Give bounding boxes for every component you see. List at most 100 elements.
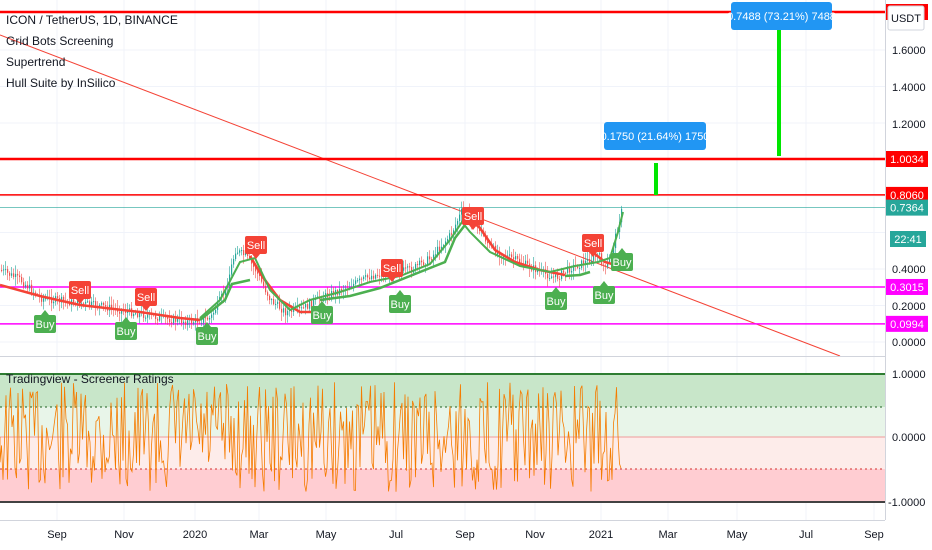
sell-signal: Sell (245, 236, 267, 259)
candle-body (207, 317, 209, 320)
candle-body (307, 304, 309, 309)
sell-signal: Sell (69, 281, 91, 304)
candle-body (565, 272, 567, 274)
candle-body (525, 260, 527, 265)
candle-body (365, 275, 367, 277)
candle-body (579, 267, 581, 269)
candle-body (563, 270, 565, 273)
candle-body (589, 259, 591, 264)
candle-body (407, 266, 409, 268)
candle-body (301, 307, 303, 309)
price-axis[interactable]: 1.6000 1.4000 1.2000 0.4000 0.2000 0.000… (885, 0, 932, 520)
signal-label: Sell (383, 263, 401, 275)
candle-body (143, 312, 145, 318)
candle-body (277, 301, 279, 304)
sell-signal: Sell (582, 234, 604, 257)
osc-upper-mid-zone (0, 407, 885, 437)
candle-body (547, 273, 549, 279)
price-level-label: 0.8060 (890, 190, 924, 202)
candle-body (361, 278, 363, 280)
candle-body (211, 314, 213, 318)
candle-body (379, 275, 381, 277)
candle-body (173, 316, 175, 324)
currency-label-box[interactable] (887, 5, 925, 31)
candle-body (417, 263, 419, 265)
indicator-name[interactable]: Supertrend (6, 55, 65, 69)
annotation-large[interactable]: 0.7488 (73.21%) 7488 (727, 2, 836, 30)
signals: Buy Sell Buy Sell Buy Sell Buy Sell Buy Sell Buy Se… (34, 207, 633, 345)
candle-body (439, 246, 441, 252)
signal-label: Buy (391, 299, 410, 311)
candle-body (263, 281, 265, 286)
candle-body (95, 301, 97, 308)
candle-body (185, 321, 187, 326)
candle-body (517, 256, 519, 259)
candle-body (583, 260, 585, 265)
candle-body (511, 254, 513, 258)
osc-title[interactable]: Tradingview - Screener Ratings (6, 372, 174, 386)
candle-body (437, 246, 439, 255)
candle-body (513, 257, 515, 260)
buy-signal: Buy (34, 310, 56, 333)
candle-body (3, 269, 5, 271)
candle-body (415, 263, 417, 271)
candle-body (279, 301, 281, 309)
candle-body (85, 301, 87, 304)
candle-body (537, 270, 539, 273)
indicator-name[interactable]: Grid Bots Screening (6, 34, 113, 48)
projection-bar-small[interactable] (654, 163, 658, 195)
candle-body (159, 315, 161, 321)
candle-body (377, 274, 379, 276)
candle-body (409, 266, 411, 268)
candle-body (429, 256, 431, 260)
indicator-name[interactable]: Hull Suite by InSilico (6, 76, 116, 90)
candle-body (53, 301, 55, 304)
annotation-large-text: 0.7488 (73.21%) 7488 (727, 11, 836, 23)
candle-body (299, 306, 301, 309)
annotation-small[interactable]: 0.1750 (21.64%) 1750 (601, 122, 710, 150)
candle-body (139, 312, 141, 318)
candle-body (421, 260, 423, 263)
candle-body (191, 318, 193, 324)
candle-body (1, 270, 3, 271)
candle-body (443, 245, 445, 247)
countdown-badge (890, 231, 926, 247)
candle-body (355, 280, 357, 284)
candle-body (147, 314, 149, 318)
signal-label: Sell (464, 211, 482, 223)
candle-body (283, 308, 285, 313)
candle-body (261, 276, 263, 282)
symbol-title: ICON / TetherUS, 1D, BINANCE (6, 13, 178, 27)
candle-body (485, 235, 487, 242)
candle-body (101, 302, 103, 305)
candle-body (193, 322, 195, 324)
projection-bar-large[interactable] (777, 14, 781, 156)
candle-body (587, 259, 589, 261)
candle-body (375, 274, 377, 279)
candle-body (241, 250, 243, 252)
signal-label: Sell (71, 285, 89, 297)
candle-body (593, 254, 595, 261)
time-axis[interactable]: Sep Nov 2020 Mar May Jul Sep Nov 2021 Mar May Jul Se… (0, 520, 932, 550)
candle-body (21, 277, 23, 283)
candle-body (303, 307, 305, 309)
candle-body (519, 258, 521, 263)
candle-body (253, 263, 255, 267)
candle-body (41, 296, 43, 302)
price-tick: 1.4000 (892, 82, 926, 94)
candle-body (363, 276, 365, 280)
candle-body (549, 278, 551, 280)
time-tick: Jul (799, 529, 813, 541)
candle-body (311, 300, 313, 308)
time-tick: Jul (389, 529, 403, 541)
candle-body (353, 283, 355, 288)
candle-body (247, 252, 249, 256)
candle-body (155, 315, 157, 319)
candle-body (19, 275, 21, 278)
candle-body (591, 260, 593, 264)
candle-body (63, 296, 65, 301)
candle-body (603, 264, 605, 266)
candle-body (177, 318, 179, 322)
candle-body (15, 273, 17, 277)
